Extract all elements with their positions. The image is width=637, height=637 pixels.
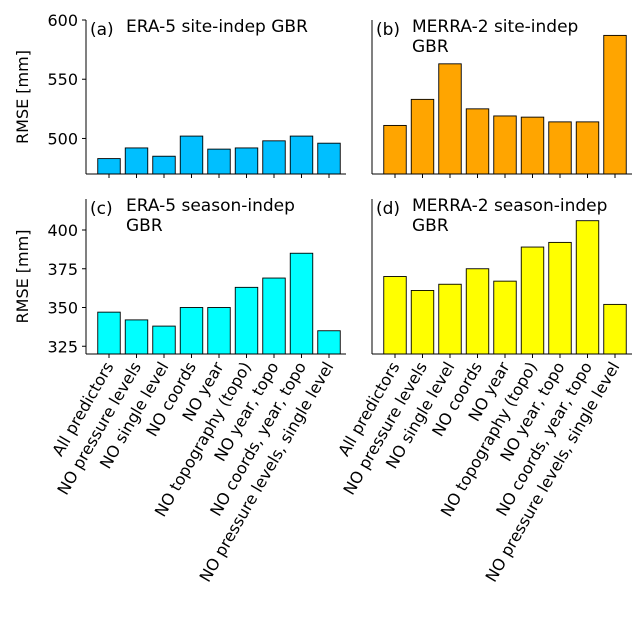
bar [234,286,259,355]
y-tick-label: 600 [47,11,78,30]
y-tick-label: 500 [47,129,78,148]
panel-label: (c) [90,199,113,219]
panel-title: GBR [126,216,163,236]
panel-title: ERA-5 season-indep [126,196,295,216]
bar [438,63,462,175]
panel-label: (a) [90,20,114,40]
bar [575,220,600,355]
panel-title: GBR [412,37,449,57]
bar [152,155,176,175]
bar [317,142,341,175]
bar [234,147,259,175]
bar [317,330,341,355]
bar [548,121,572,175]
bar [410,98,435,175]
y-axis-label: RMSE [mm] [13,230,32,324]
bar [465,108,490,175]
panel-title: GBR [412,216,449,236]
bar [410,290,435,355]
bar [548,241,572,355]
bar [97,158,121,175]
y-tick-label: 375 [47,260,78,279]
bar [383,276,407,355]
bar [124,147,149,175]
bar [603,303,627,355]
panel-label: (b) [376,20,400,40]
bar [520,116,545,175]
bar [493,280,517,355]
bar [152,325,176,355]
bar [179,135,204,175]
chart-panel-c: 325 350 375 400 RMSE [mm] (c) ERA-5 season-ind… [13,196,346,585]
chart-panel-a: 500 550 600 RMSE [mm] (a) ERA-5 site-indep GB… [13,11,346,178]
bar [438,283,462,355]
bar [289,135,314,175]
bar [603,34,627,175]
bar [262,140,286,175]
y-tick-label: 550 [47,70,78,89]
bar [207,148,231,175]
y-tick-label: 350 [47,299,78,318]
bar [207,307,231,355]
bar [124,319,149,355]
bar [383,124,407,175]
y-tick-label: 325 [47,337,78,356]
bar [520,246,545,355]
panel-title: MERRA-2 site-indep [412,17,578,37]
panel-title: MERRA-2 season-indep [412,196,607,216]
panel-title: ERA-5 site-indep GBR [126,17,308,37]
y-tick-label: 400 [47,221,78,240]
bar [493,115,517,175]
bar [262,277,286,355]
y-axis-label: RMSE [mm] [13,50,32,144]
panel-label: (d) [376,199,400,219]
bar [97,311,121,355]
bar [289,252,314,355]
bar [465,268,490,355]
bar [179,307,204,355]
bar [575,121,600,175]
